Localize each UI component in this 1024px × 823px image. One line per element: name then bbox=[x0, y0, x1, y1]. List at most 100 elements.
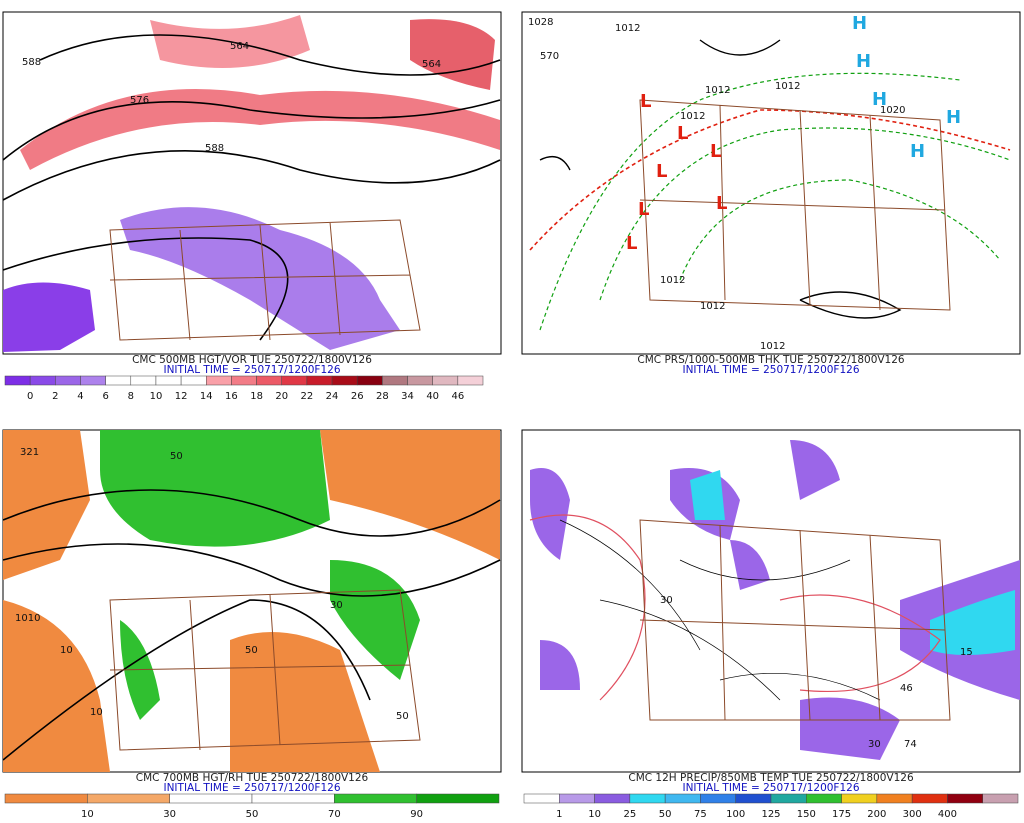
contour-label: 50 bbox=[170, 451, 183, 462]
contour-label: 588 bbox=[205, 143, 224, 154]
initial-time: INITIAL TIME = 250717/1200F126 bbox=[682, 782, 859, 794]
colorbar-swatch bbox=[55, 375, 81, 386]
high-marker: H bbox=[872, 89, 887, 110]
initial-time: INITIAL TIME = 250717/1200F126 bbox=[163, 782, 340, 794]
low-marker: L bbox=[640, 91, 651, 112]
low-marker: L bbox=[716, 193, 727, 214]
colorbar-label: 30 bbox=[163, 809, 176, 819]
colorbar-label: 22 bbox=[301, 391, 314, 402]
colorbar-label: 12 bbox=[175, 391, 188, 402]
map-panel: 321 1010 50 10 50 30 10 50 bbox=[2, 429, 502, 773]
initial-time: INITIAL TIME = 250717/1200F126 bbox=[682, 364, 859, 376]
contour-label: 1012 bbox=[760, 341, 785, 352]
colorbar-label: 175 bbox=[832, 809, 851, 819]
contour-label: 321 bbox=[20, 447, 39, 458]
colorbar-label: 34 bbox=[401, 391, 414, 402]
colorbar-label: 300 bbox=[903, 809, 922, 819]
colorbar-label: 14 bbox=[200, 391, 213, 402]
colorbar-label: 50 bbox=[246, 809, 259, 819]
colorbar-swatch bbox=[206, 375, 232, 386]
colorbar-label: 90 bbox=[410, 809, 423, 819]
colorbar-swatch bbox=[4, 793, 88, 804]
contour-label: 46 bbox=[900, 683, 913, 694]
low-marker: L bbox=[710, 141, 721, 162]
colorbar-label: 25 bbox=[623, 809, 636, 819]
colorbar-label: 46 bbox=[451, 391, 464, 402]
colorbar-swatch bbox=[256, 375, 282, 386]
colorbar-label: 75 bbox=[694, 809, 707, 819]
colorbar-label: 6 bbox=[102, 391, 108, 402]
colorbar-label: 125 bbox=[761, 809, 780, 819]
high-marker: H bbox=[946, 107, 961, 128]
colorbar-swatch bbox=[356, 375, 383, 386]
colorbar-swatch bbox=[180, 375, 207, 386]
colorbar-swatch bbox=[432, 375, 459, 386]
colorbar-swatch bbox=[559, 793, 595, 804]
contour-label: 576 bbox=[130, 95, 149, 106]
colorbar-label: 200 bbox=[867, 809, 886, 819]
colorbar-swatch bbox=[306, 375, 333, 386]
colorbar-label: 1 bbox=[556, 809, 562, 819]
colorbar-label: 10 bbox=[150, 391, 163, 402]
colorbar-swatch bbox=[407, 375, 433, 386]
contour-label: 1012 bbox=[615, 23, 640, 34]
caption: CMC 500MB HGT/VOR TUE 250722/1800V126 bbox=[132, 354, 372, 366]
colorbar-label: 50 bbox=[659, 809, 672, 819]
colorbar-label: 16 bbox=[225, 391, 238, 402]
contour-label: 10 bbox=[90, 707, 103, 718]
low-marker: L bbox=[656, 161, 667, 182]
colorbar-swatch bbox=[735, 793, 772, 804]
colorbar-swatch bbox=[523, 793, 560, 804]
colorbar-label: 24 bbox=[326, 391, 339, 402]
colorbar-swatch bbox=[281, 375, 308, 386]
colorbar-swatch bbox=[4, 375, 31, 386]
colorbar-label: 150 bbox=[797, 809, 816, 819]
colorbar-swatch bbox=[416, 793, 500, 804]
caption: CMC PRS/1000-500MB THK TUE 250722/1800V1… bbox=[637, 354, 905, 366]
colorbar-swatch bbox=[841, 793, 878, 804]
colorbar-swatch bbox=[382, 375, 408, 386]
colorbar-swatch bbox=[806, 793, 842, 804]
colorbar-swatch bbox=[87, 793, 170, 804]
contour-label: 10 bbox=[60, 645, 73, 656]
low-marker: L bbox=[677, 123, 688, 144]
colorbar-label: 40 bbox=[426, 391, 439, 402]
colorbar-swatch bbox=[876, 793, 913, 804]
colorbar-swatch bbox=[770, 793, 807, 804]
colorbar-swatch bbox=[982, 793, 1019, 804]
colorbar-label: 70 bbox=[328, 809, 341, 819]
colorbar-swatch bbox=[231, 375, 257, 386]
colorbar-label: 26 bbox=[351, 391, 364, 402]
colorbar-swatch bbox=[130, 375, 157, 386]
contour-label: 50 bbox=[396, 711, 409, 722]
colorbar-label: 28 bbox=[376, 391, 389, 402]
high-marker: H bbox=[910, 141, 925, 162]
colorbar-label: 20 bbox=[275, 391, 288, 402]
contour-label: 1012 bbox=[705, 85, 730, 96]
colorbar-label: 8 bbox=[128, 391, 134, 402]
contour-label: 30 bbox=[868, 739, 881, 750]
contour-label: 1020 bbox=[880, 105, 905, 116]
colorbar-swatch bbox=[700, 793, 736, 804]
contour-label: 15 bbox=[960, 647, 973, 658]
colorbar-swatch bbox=[664, 793, 701, 804]
colorbar-label: 10 bbox=[588, 809, 601, 819]
colorbar-label: 10 bbox=[81, 809, 94, 819]
caption: CMC 12H PRECIP/850MB TEMP TUE 250722/180… bbox=[628, 772, 914, 784]
colorbar-label: 400 bbox=[938, 809, 957, 819]
colorbar-label: 100 bbox=[726, 809, 745, 819]
contour-labels: 1028 1012 570 1012 1012 1012 1012 1012 1… bbox=[528, 17, 905, 352]
colorbar-swatch bbox=[911, 793, 948, 804]
colorbar-label: 4 bbox=[77, 391, 83, 402]
high-marker: H bbox=[856, 51, 871, 72]
map-panel: 1028 1012 570 1012 1012 1012 1012 1012 1… bbox=[521, 11, 1021, 355]
contour-label: 588 bbox=[22, 57, 41, 68]
initial-time: INITIAL TIME = 250717/1200F126 bbox=[163, 364, 340, 376]
colorbar-swatch bbox=[457, 375, 484, 386]
low-marker: L bbox=[638, 199, 649, 220]
map-panel: 30 74 46 30 15 bbox=[521, 429, 1021, 773]
contour-label: 1028 bbox=[528, 17, 553, 28]
low-marker: L bbox=[626, 233, 637, 254]
contour-label: 564 bbox=[230, 41, 249, 52]
